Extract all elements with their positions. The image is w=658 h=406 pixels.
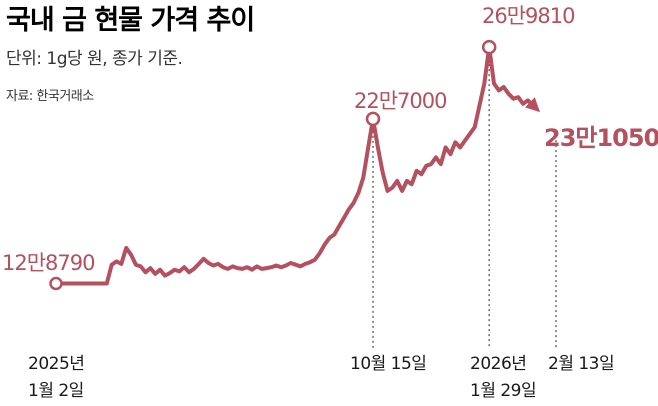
oct15-marker bbox=[365, 111, 381, 127]
chart-subtitle: 단위: 1g당 원, 종가 기준. bbox=[6, 49, 182, 69]
oct15-value-label: 22만7000 bbox=[354, 89, 447, 113]
peak-value-label: 26만9810 bbox=[482, 4, 575, 28]
start-value-label: 12만8790 bbox=[2, 251, 95, 275]
start-date-day: 1월 2일 bbox=[28, 381, 84, 401]
chart-source: 자료: 한국거래소 bbox=[6, 89, 94, 104]
price-series-line bbox=[54, 45, 536, 286]
peak-date-day: 1월 29일 bbox=[470, 381, 536, 401]
chart-title: 국내 금 현물 가격 추이 bbox=[6, 5, 254, 36]
start-marker bbox=[49, 276, 63, 291]
peak-date-year: 2026년 bbox=[470, 354, 526, 374]
end-value-label: 23만1050 bbox=[544, 124, 658, 152]
peak-marker bbox=[481, 39, 497, 55]
oct15-date: 10월 15일 bbox=[350, 354, 426, 374]
end-arrow-head bbox=[525, 97, 540, 113]
end-date: 2월 13일 bbox=[548, 354, 614, 374]
guide-lines bbox=[372, 54, 557, 348]
start-date-year: 2025년 bbox=[28, 354, 84, 374]
